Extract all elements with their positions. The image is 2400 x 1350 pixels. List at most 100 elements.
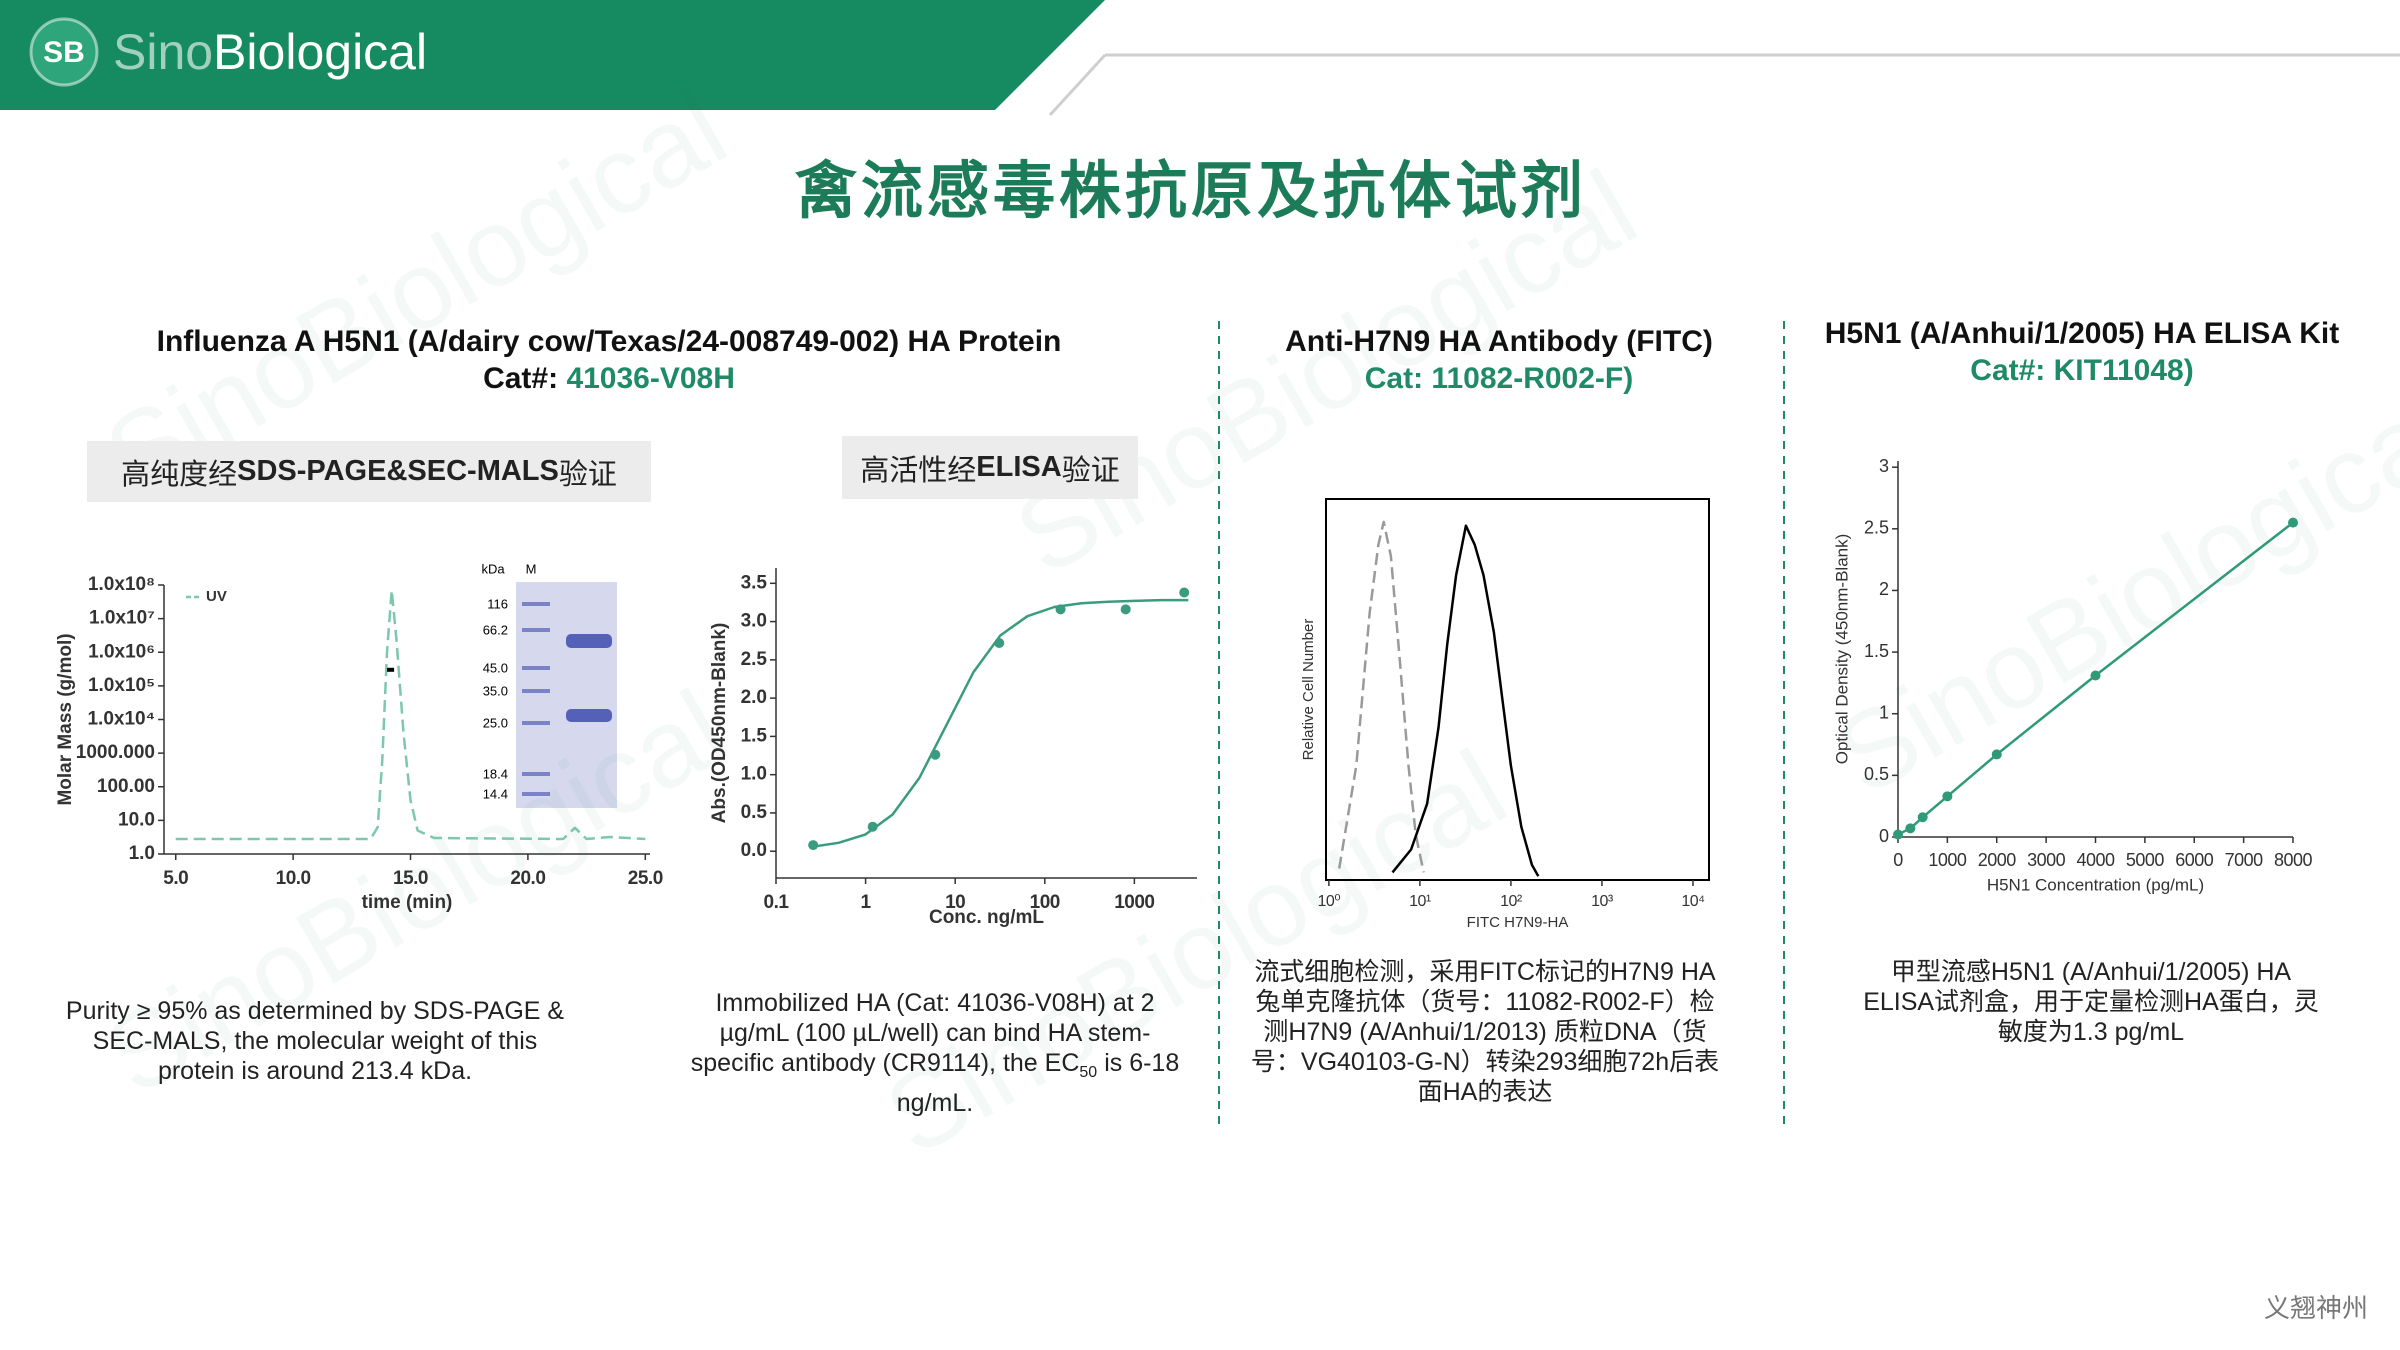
y-tick-label: 1.0x10⁸ bbox=[88, 574, 155, 595]
series-line bbox=[175, 588, 646, 841]
y-tick-label: 1.5 bbox=[741, 725, 768, 746]
y-tick-label: 2 bbox=[1879, 579, 1889, 599]
gel-marker: 35.0 bbox=[483, 683, 508, 698]
y-tick-label: 0.0 bbox=[741, 840, 767, 861]
gel-band bbox=[522, 721, 550, 725]
logo-mark: SB bbox=[43, 36, 85, 69]
y-tick-label: 0.5 bbox=[1864, 764, 1889, 784]
y-tick-label: 3.0 bbox=[741, 611, 767, 632]
x-tick-label: 0 bbox=[1893, 850, 1903, 870]
y-tick-label: 3.5 bbox=[741, 572, 768, 593]
badge-text: 高纯度经 bbox=[121, 458, 238, 491]
badge-text: 高活性经 bbox=[860, 454, 977, 487]
data-point bbox=[2288, 517, 2298, 528]
y-tick-label: 1.0x10⁴ bbox=[87, 709, 155, 730]
y-tick-label: 1.0 bbox=[129, 843, 155, 864]
x-tick-label: 2000 bbox=[1978, 850, 2017, 870]
panel-cat: Cat#: KIT11048) bbox=[1970, 354, 2194, 387]
x-tick-label: 10³ bbox=[1591, 893, 1614, 910]
x-tick-label: 1000 bbox=[1928, 850, 1967, 870]
y-tick-label: 2.0 bbox=[741, 687, 767, 708]
data-point bbox=[808, 840, 819, 851]
caption: Immobilized HA (Cat: 41036-V08H) at 2 µg… bbox=[680, 988, 1190, 1118]
badge-text: 验证 bbox=[558, 458, 617, 491]
x-tick-label: 10.0 bbox=[276, 868, 311, 889]
x-tick-label: 8000 bbox=[2274, 850, 2313, 870]
chart: 10⁰ 10¹ 10² 10³ 10⁴ FITC H7N9-HA Relative Cell… bbox=[1300, 498, 1710, 931]
badge-text: 验证 bbox=[1061, 454, 1120, 487]
badge-bold: SDS-PAGE&SEC-MALS bbox=[237, 455, 559, 487]
gel-unit: kDa bbox=[481, 561, 505, 576]
x-tick-label: 6000 bbox=[2175, 850, 2214, 870]
y-tick-label: 1.0 bbox=[741, 764, 767, 785]
y-tick-label: 2.5 bbox=[741, 649, 768, 670]
y-tick-label: 1.0x10⁶ bbox=[88, 641, 155, 662]
y-axis-title: Relative Cell Number bbox=[1300, 619, 1317, 761]
caption: 流式细胞检测，采用FITC标记的H7N9 HA 兔单克隆抗体（货号：11082-… bbox=[1250, 958, 1720, 1106]
gel-band bbox=[522, 602, 550, 606]
y-axis-title: Abs.(OD450nm-Blank) bbox=[709, 623, 730, 824]
header-band bbox=[0, 0, 1105, 110]
gel-marker: 66.2 bbox=[483, 622, 508, 637]
badge-bold: ELISA bbox=[976, 451, 1062, 483]
data-point bbox=[1942, 791, 1953, 802]
x-tick-label: 10¹ bbox=[1409, 893, 1431, 910]
gel-marker: 18.4 bbox=[483, 766, 508, 781]
badge: 高活性经 ELISA 验证 bbox=[842, 436, 1138, 499]
y-tick-label: 0 bbox=[1879, 826, 1889, 846]
y-tick-label: 1.0x10⁵ bbox=[88, 675, 155, 696]
chart: 0 0.5 1 1.5 2 2.5 3 0 1000 2000 3000 4000 5000 6000 70… bbox=[1832, 456, 2313, 895]
data-point bbox=[1179, 587, 1190, 598]
series-line bbox=[1337, 520, 1425, 873]
chart: 1.0 10.0 100.00 1000.000 1.0x10⁴ 1.0x10⁵ 1.0x1… bbox=[55, 574, 663, 913]
y-axis-title: Molar Mass (g/mol) bbox=[55, 633, 76, 805]
data-point bbox=[2090, 670, 2101, 681]
x-axis-title: Conc. ng/mL bbox=[929, 907, 1044, 928]
cat-label: Cat#: bbox=[483, 362, 559, 395]
gel-marker: 116 bbox=[487, 596, 508, 611]
logo-name-2: Biological bbox=[213, 24, 427, 80]
series-line bbox=[1391, 524, 1540, 877]
gel-marker: 25.0 bbox=[483, 715, 508, 730]
x-tick-label: 100 bbox=[1030, 892, 1060, 913]
slide-title: 禽流感毒株抗原及抗体试剂 bbox=[794, 157, 1587, 226]
caption: Purity ≥ 95% as determined by SDS-PAGE &… bbox=[65, 997, 565, 1085]
x-tick-label: 0.1 bbox=[764, 892, 790, 913]
data-point bbox=[1120, 604, 1131, 615]
x-axis-title: H5N1 Concentration (pg/mL) bbox=[1987, 875, 2204, 894]
y-tick-label: 1.5 bbox=[1864, 641, 1889, 661]
y-tick-label: 10.0 bbox=[118, 809, 155, 830]
y-tick-label: 0.5 bbox=[741, 802, 768, 823]
caption-subscript: 50 bbox=[1079, 1064, 1098, 1081]
x-tick-label: 1000 bbox=[1114, 892, 1154, 913]
y-axis-title: Optical Density (450nm-Blank) bbox=[1832, 534, 1851, 765]
x-tick-label: 10⁰ bbox=[1318, 893, 1341, 910]
gel-band bbox=[566, 709, 612, 722]
gel-band bbox=[522, 666, 550, 670]
x-tick-label: 7000 bbox=[2225, 850, 2264, 870]
x-axis-title: FITC H7N9-HA bbox=[1467, 914, 1569, 931]
footer: 义翘神州 bbox=[2263, 1293, 2368, 1323]
x-tick-label: 5000 bbox=[2126, 850, 2165, 870]
header-rule bbox=[1048, 53, 1107, 117]
panel-title: Influenza A H5N1 (A/dairy cow/Texas/24-0… bbox=[156, 325, 1062, 358]
panel-title: Anti-H7N9 HA Antibody (FITC) bbox=[1285, 325, 1713, 358]
y-tick-label: 3 bbox=[1879, 456, 1889, 476]
logo-badge bbox=[29, 17, 99, 87]
y-tick-label: 1 bbox=[1879, 702, 1889, 722]
x-axis-title: time (min) bbox=[362, 892, 453, 913]
gel-marker: 45.0 bbox=[483, 660, 508, 675]
gel-background bbox=[516, 582, 617, 808]
y-tick-label: 100.00 bbox=[97, 776, 155, 797]
gel-lane: M bbox=[526, 561, 537, 576]
y-tick-label: 1.0x10⁷ bbox=[89, 608, 155, 629]
gel-band bbox=[522, 772, 550, 776]
x-tick-label: 3000 bbox=[2027, 850, 2066, 870]
x-tick-label: 1 bbox=[861, 892, 872, 913]
logo-name-1: Sino bbox=[113, 24, 213, 80]
caption: 甲型流感H5N1 (A/Anhui/1/2005) HA ELISA试剂盒，用于… bbox=[1863, 958, 2319, 1046]
gel-band bbox=[522, 792, 550, 796]
data-point bbox=[1893, 829, 1903, 840]
x-tick-label: 10⁴ bbox=[1681, 893, 1705, 910]
gel-image: kDa M 116 66.2 45.0 35.0 25.0 18.4 14.4 bbox=[481, 561, 617, 808]
